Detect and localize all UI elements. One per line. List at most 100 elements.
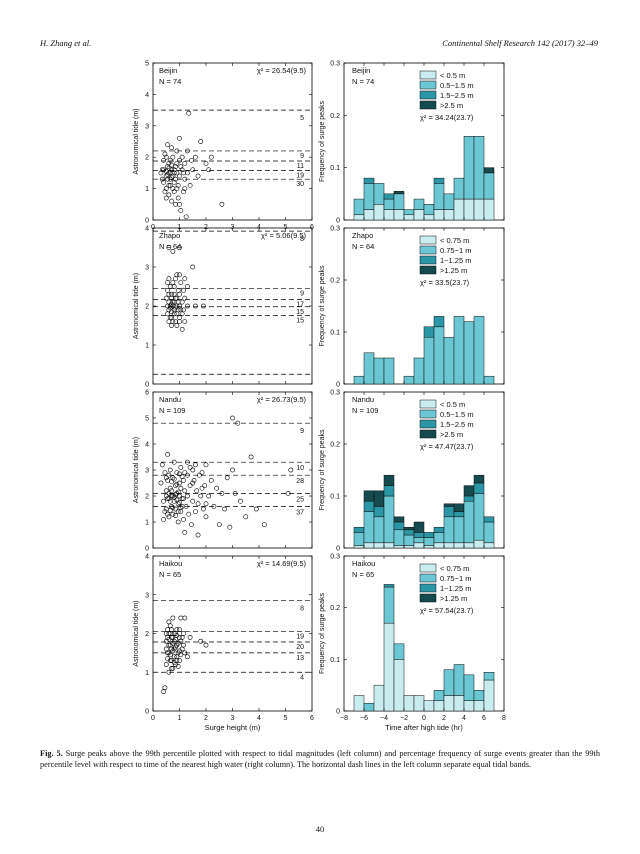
scatter-point xyxy=(167,176,173,182)
scatter-point xyxy=(177,500,182,505)
station-label: Nandu xyxy=(352,395,374,404)
scatter-point xyxy=(166,276,172,282)
histogram-bar xyxy=(383,584,395,588)
scatter-point xyxy=(285,490,291,496)
histogram-bar xyxy=(473,700,485,712)
scatter-point xyxy=(177,493,182,499)
scatter-point xyxy=(178,509,184,514)
scatter-point xyxy=(169,162,174,168)
scatter-point xyxy=(175,519,181,525)
scatter-point xyxy=(173,483,178,488)
scatter-point xyxy=(173,164,178,170)
band-count-label: 17 xyxy=(296,301,304,308)
legend-swatch xyxy=(419,573,437,583)
y-tick-label: 1 xyxy=(145,670,149,677)
legend-label: >2.5 m xyxy=(440,101,463,110)
histogram-bar xyxy=(433,700,445,712)
scatter-point xyxy=(177,245,182,250)
scatter-point xyxy=(165,477,170,483)
scatter-point xyxy=(185,459,190,465)
station-label: Beijin xyxy=(159,66,177,75)
scatter-point xyxy=(169,488,174,494)
scatter-point xyxy=(181,477,186,483)
legend-label: >1.25 m xyxy=(440,266,467,275)
scatter-point xyxy=(190,264,196,270)
scatter-point xyxy=(219,201,225,207)
scatter-point xyxy=(206,167,212,173)
scatter-point xyxy=(159,167,165,173)
scatter-point xyxy=(186,110,192,116)
scatter-point xyxy=(175,489,181,495)
y-tick-label: 0.2 xyxy=(330,278,340,285)
scatter-point xyxy=(178,505,184,511)
scatter-point xyxy=(194,488,200,494)
scatter-point xyxy=(179,154,185,160)
scatter-point xyxy=(167,652,173,658)
scatter-point xyxy=(167,623,173,629)
scatter-point xyxy=(166,619,172,625)
scatter-point xyxy=(181,287,186,293)
scatter-point xyxy=(170,319,176,324)
histogram-bar xyxy=(443,193,455,210)
scatter-point xyxy=(198,638,204,644)
y-axis-label: Frequency of surge peaks xyxy=(319,101,326,182)
scatter-point xyxy=(163,488,169,494)
scatter-point xyxy=(203,642,209,648)
legend-swatch xyxy=(419,235,437,245)
histogram-bar xyxy=(423,326,435,338)
histogram-bar xyxy=(453,516,465,544)
histogram-bar xyxy=(443,669,455,696)
histogram-bar xyxy=(353,214,365,221)
scatter-point xyxy=(175,509,181,514)
scatter-point xyxy=(288,467,294,473)
scatter-point xyxy=(171,284,177,289)
scatter-point xyxy=(171,307,177,313)
scatter-point xyxy=(177,471,182,477)
histogram-bar xyxy=(393,521,405,531)
legend-label: 1.5~2.5 m xyxy=(440,91,474,100)
scatter-point xyxy=(219,490,225,496)
y-axis-label: Frequency of surge peaks xyxy=(319,265,326,346)
legend-label: 1~1.25 m xyxy=(440,256,471,265)
scatter-point xyxy=(203,161,209,166)
scatter-point xyxy=(163,493,169,499)
scatter-point xyxy=(185,654,190,660)
histogram-bar xyxy=(463,700,475,712)
scatter-point xyxy=(183,214,189,220)
x-tick-label: 0 xyxy=(151,224,155,231)
histogram-bar xyxy=(363,490,375,502)
y-axis-label: Astronomical tide (m) xyxy=(133,108,140,174)
scatter-point xyxy=(166,490,172,496)
histogram-bar xyxy=(463,542,475,549)
histogram-bar xyxy=(403,529,415,536)
histogram-bar xyxy=(463,495,475,502)
x-tick-label: 4 xyxy=(462,715,466,722)
legend-swatch xyxy=(419,100,437,110)
scatter-point xyxy=(165,656,170,662)
scatter-point xyxy=(162,685,168,691)
chi-square-label: χ² = 14.69(9.5) xyxy=(257,559,307,568)
scatter-point xyxy=(165,311,170,317)
scatter-point xyxy=(171,476,177,482)
x-tick-label: 8 xyxy=(502,715,506,722)
scatter-point xyxy=(175,195,181,201)
scatter-point xyxy=(206,493,212,499)
x-tick-label: 3 xyxy=(231,715,235,722)
histogram-bar xyxy=(403,545,415,549)
scatter-point xyxy=(171,179,177,185)
scatter-point xyxy=(169,167,174,173)
histogram-bar xyxy=(383,209,395,221)
histogram-bar xyxy=(383,474,395,486)
scatter-point xyxy=(248,454,254,460)
scatter-point xyxy=(177,315,182,321)
histogram-bar xyxy=(353,526,365,533)
y-tick-label: 0.1 xyxy=(330,657,340,664)
histogram-bar xyxy=(383,193,395,200)
x-tick-label: 2 xyxy=(442,715,446,722)
scatter-point xyxy=(203,462,209,468)
scatter-point xyxy=(177,272,182,278)
scatter-point xyxy=(165,287,170,293)
scatter-point xyxy=(171,459,177,465)
scatter-point xyxy=(179,503,185,509)
scatter-point xyxy=(179,299,185,305)
